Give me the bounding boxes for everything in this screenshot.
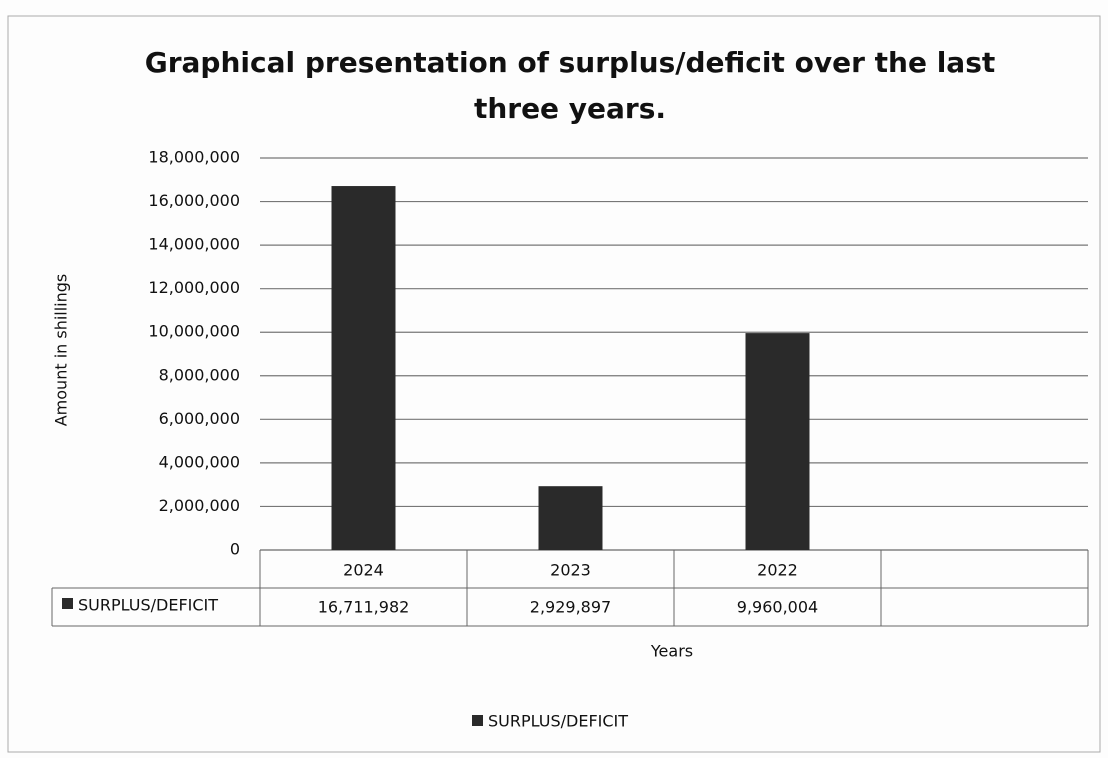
y-axis-label: Amount in shillings bbox=[52, 274, 71, 427]
x-tick-label: 2023 bbox=[550, 561, 591, 580]
y-tick-label: 8,000,000 bbox=[159, 365, 240, 384]
y-tick-label: 12,000,000 bbox=[148, 278, 240, 297]
bar bbox=[538, 486, 603, 550]
legend-key bbox=[62, 598, 73, 609]
legend-label: SURPLUS/DEFICIT bbox=[488, 712, 628, 731]
x-tick-label: 2024 bbox=[343, 561, 384, 580]
y-tick-label: 6,000,000 bbox=[159, 409, 240, 428]
bar bbox=[745, 333, 810, 550]
y-tick-label: 14,000,000 bbox=[148, 235, 240, 254]
legend-key bbox=[472, 715, 483, 726]
chart-border bbox=[7, 15, 1101, 753]
y-tick-label: 2,000,000 bbox=[159, 496, 240, 515]
chart-title: Graphical presentation of surplus/defici… bbox=[144, 46, 996, 125]
x-axis-label: Years bbox=[650, 642, 693, 661]
x-tick-label: 2022 bbox=[757, 561, 798, 580]
table-value: 2,929,897 bbox=[530, 598, 611, 617]
y-tick-label: 10,000,000 bbox=[148, 322, 240, 341]
y-tick-label: 18,000,000 bbox=[148, 148, 240, 167]
bar bbox=[331, 186, 396, 550]
y-tick-label: 4,000,000 bbox=[159, 452, 240, 471]
table-series-name: SURPLUS/DEFICIT bbox=[78, 596, 218, 615]
table-value: 9,960,004 bbox=[737, 598, 818, 617]
table-value: 16,711,982 bbox=[318, 598, 410, 617]
y-tick-label: 16,000,000 bbox=[148, 191, 240, 210]
y-tick-label: 0 bbox=[230, 540, 240, 559]
